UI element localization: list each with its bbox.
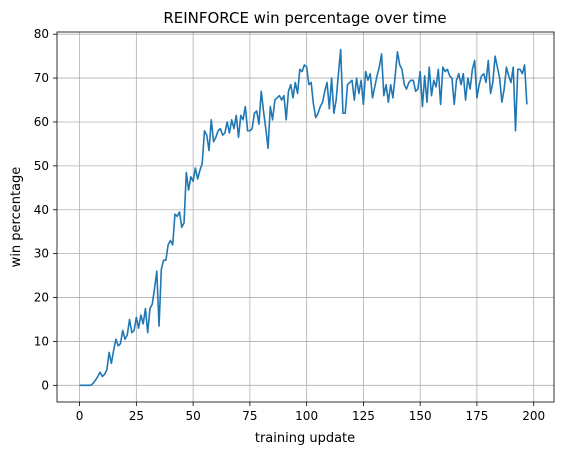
x-tick-label: 100 [295, 409, 318, 423]
x-tick-label: 50 [185, 409, 200, 423]
x-tick-label: 25 [129, 409, 144, 423]
y-tick-label: 60 [34, 115, 49, 129]
x-tick-label: 125 [352, 409, 375, 423]
y-tick-label: 0 [41, 378, 49, 392]
y-tick-label: 40 [34, 203, 49, 217]
plot-frame [56, 31, 555, 403]
y-axis-label: win percentage [9, 167, 24, 268]
x-tick-label: 175 [465, 409, 488, 423]
y-tick-label: 50 [34, 159, 49, 173]
series-line [79, 48, 528, 387]
y-tick-label: 20 [34, 291, 49, 305]
x-axis-label: training update [255, 431, 355, 446]
y-tick-label: 10 [34, 334, 49, 348]
y-tick-label: 70 [34, 71, 49, 85]
x-tick-label: 0 [76, 409, 84, 423]
x-tick-label: 75 [242, 409, 257, 423]
chart-title: REINFORCE win percentage over time [163, 9, 446, 27]
x-tick-label: 150 [409, 409, 432, 423]
y-tick-label: 30 [34, 247, 49, 261]
x-tick-label: 200 [522, 409, 545, 423]
x-axis-ticks: 0 25 50 75 100 125 150 175 200 [76, 402, 545, 423]
y-tick-label: 80 [34, 27, 49, 41]
y-axis-ticks: 0 10 20 30 40 50 60 70 80 [34, 27, 57, 392]
